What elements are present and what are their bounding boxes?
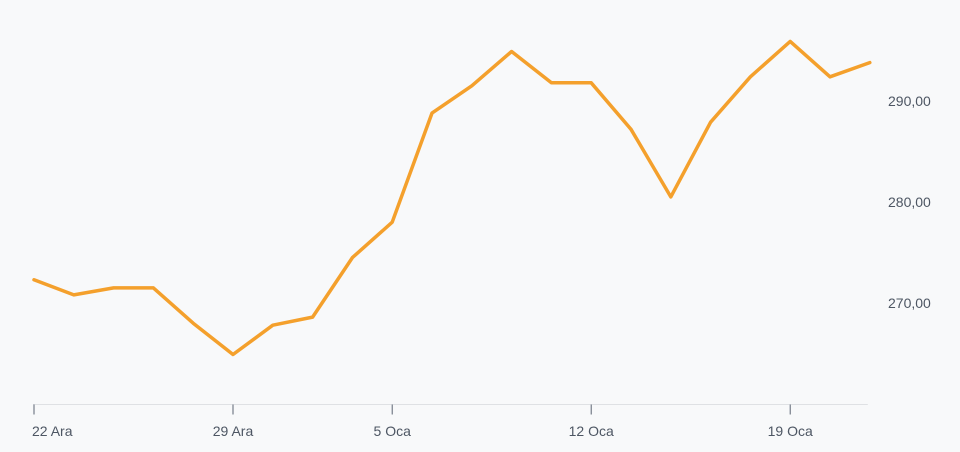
x-axis-label-22-ara: 22 Ara (32, 423, 73, 439)
x-axis-label-12-oca: 12 Oca (569, 423, 614, 439)
y-axis-labels: 290,00 280,00 270,00 (888, 93, 931, 311)
price-line-series[interactable] (32, 39, 872, 357)
x-axis-label-5-oca: 5 Oca (374, 423, 412, 439)
x-axis-labels: 22 Ara 29 Ara 5 Oca 12 Oca 19 Oca (32, 423, 813, 439)
x-axis-label-29-ara: 29 Ara (213, 423, 254, 439)
y-axis-label-290: 290,00 (888, 93, 931, 109)
y-axis-label-270: 270,00 (888, 295, 931, 311)
x-axis-ticks (33, 404, 791, 415)
x-axis-label-19-oca: 19 Oca (768, 423, 813, 439)
y-axis-label-280: 280,00 (888, 194, 931, 210)
